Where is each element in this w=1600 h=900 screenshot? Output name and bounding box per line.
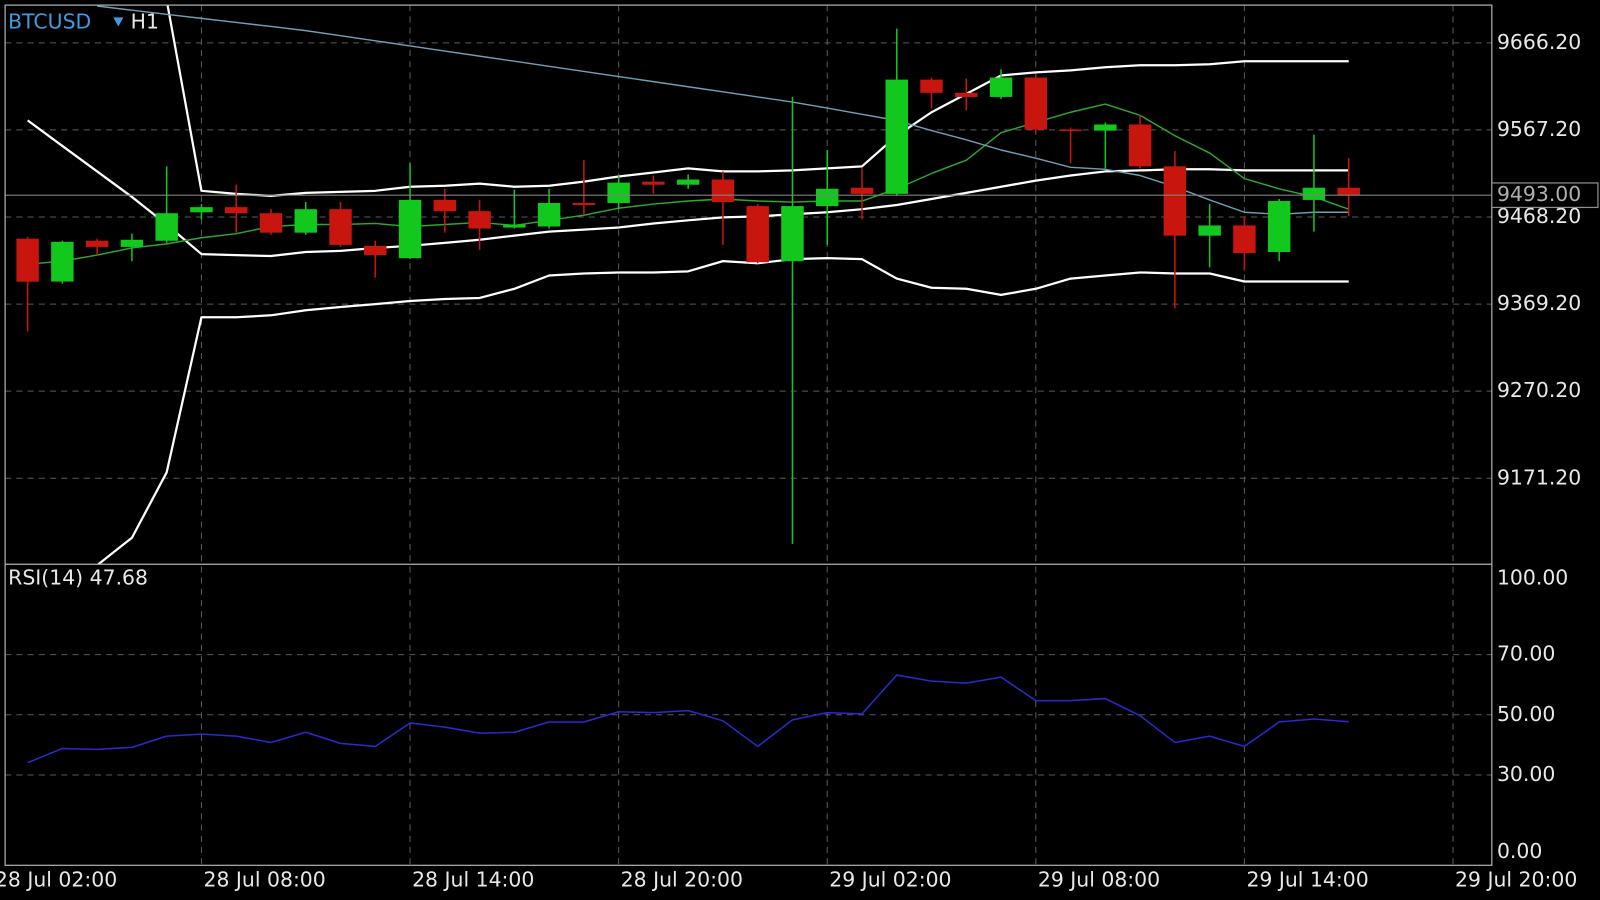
plot-border: [4, 4, 1493, 866]
symbol-header[interactable]: BTCUSD: [8, 9, 91, 33]
candle-body: [120, 239, 144, 247]
axes: [4, 4, 1493, 866]
y-tick-label: 9171.20: [1497, 465, 1581, 489]
candle-body: [1094, 124, 1117, 131]
candle-body: [85, 240, 109, 247]
x-tick-label: 29 Jul 08:00: [1038, 868, 1160, 892]
candle-body: [398, 199, 422, 259]
candle-body: [816, 188, 839, 207]
timeframe: H1: [131, 9, 159, 33]
candle-body: [537, 203, 561, 227]
grid: [5, 5, 1492, 866]
rsi-tick-label: 50.00: [1497, 702, 1555, 726]
candle-body: [1198, 225, 1221, 236]
last-price-label: 9493.00: [1497, 182, 1581, 206]
symbol[interactable]: BTCUSD: [8, 9, 91, 33]
y-tick-label: 9270.20: [1497, 378, 1581, 402]
candle-body: [642, 181, 665, 185]
candle-body: [989, 77, 1013, 97]
rsi-value: 47.68: [90, 566, 148, 590]
candle-body: [572, 203, 596, 206]
rsi-line: [27, 674, 1349, 764]
candle-body: [16, 238, 39, 282]
candle-body: [1337, 187, 1360, 196]
candle-body: [294, 209, 317, 233]
candle-body: [155, 213, 178, 241]
x-tick-label: 28 Jul 02:00: [0, 868, 117, 892]
x-tick-label: 29 Jul 02:00: [829, 868, 951, 892]
last-price-box: [1491, 182, 1599, 209]
y-tick-label: 9666.20: [1497, 30, 1581, 54]
candle-body: [51, 241, 74, 282]
price-panel: [5, 5, 1492, 565]
candle-body: [259, 213, 283, 233]
candle-body: [676, 179, 700, 185]
candle-body: [468, 211, 491, 229]
indicator-line: [97, 5, 1349, 215]
x-tick-label: 29 Jul 14:00: [1246, 868, 1368, 892]
candle-body: [781, 206, 804, 262]
rsi-panel: [27, 674, 1349, 764]
candle-body: [329, 209, 352, 245]
y-tick-label: 9369.20: [1497, 291, 1581, 315]
candle-body: [1302, 187, 1326, 200]
candle-body: [607, 182, 630, 204]
candle-body: [1163, 166, 1187, 236]
candle-body: [1267, 200, 1291, 253]
rsi-tick-label: 100.00: [1497, 566, 1568, 590]
candle-body: [955, 92, 978, 97]
indicator-line: [96, 257, 1349, 565]
x-tick-label: 28 Jul 14:00: [412, 868, 534, 892]
candle-body: [433, 199, 457, 212]
rsi-tick-label: 0.00: [1497, 839, 1542, 863]
rsi-header: RSI(14) 47.68: [8, 566, 148, 590]
rsi-tick-label: 30.00: [1497, 762, 1555, 786]
candle-body: [1024, 77, 1048, 130]
candle-body: [190, 207, 213, 213]
candle-body: [711, 179, 735, 203]
x-tick-label: 29 Jul 20:00: [1455, 868, 1577, 892]
y-tick-label: 9567.20: [1497, 117, 1581, 141]
candle-body: [1233, 225, 1256, 254]
indicator-line: [27, 103, 1349, 265]
dropdown-icon[interactable]: [113, 17, 124, 27]
candle-body: [503, 224, 526, 228]
candle-body: [850, 187, 874, 194]
x-tick-label: 28 Jul 08:00: [203, 868, 325, 892]
indicator-line: [26, 119, 1349, 258]
candle-body: [1128, 124, 1152, 167]
candle-body: [746, 206, 769, 263]
candle-body: [224, 207, 248, 214]
candle-body: [885, 79, 908, 194]
indicator-line: [166, 5, 1349, 198]
candle-body: [364, 245, 387, 256]
candle-body: [1059, 129, 1082, 132]
labels: BTCUSD H1 RSI(14) 47.68 28 Jul 02:00 28 J…: [0, 9, 1599, 892]
rsi-title: RSI(14): [8, 566, 83, 590]
candle-body: [920, 79, 943, 93]
rsi-tick-label: 70.00: [1497, 642, 1555, 666]
x-tick-label: 28 Jul 20:00: [621, 868, 743, 892]
